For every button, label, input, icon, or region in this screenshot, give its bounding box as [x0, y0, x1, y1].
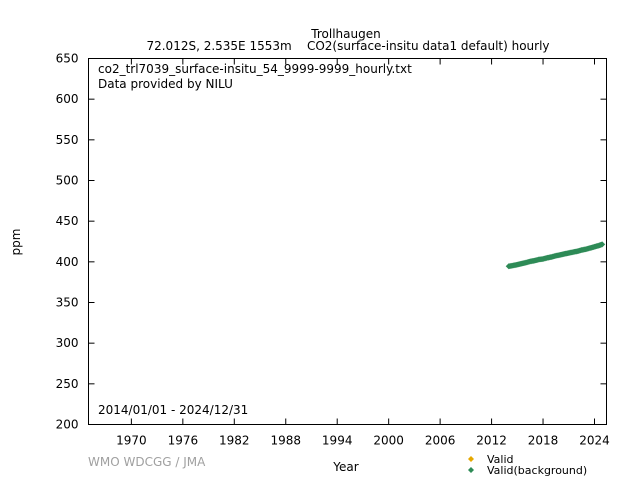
x-tick-label: 2018 — [528, 434, 559, 448]
y-tick-label: 550 — [56, 133, 79, 147]
x-tick-label: 2000 — [373, 434, 404, 448]
x-tick-label: 2006 — [425, 434, 456, 448]
y-tick-label: 450 — [56, 214, 79, 228]
credit-text: WMO WDCGG / JMA — [88, 455, 206, 469]
x-tick-label: 1970 — [116, 434, 147, 448]
chart-title: Trollhaugen — [310, 27, 380, 41]
data-provider-annotation: Data provided by NILU — [98, 77, 233, 91]
data-points — [505, 241, 606, 270]
legend-label-valid-background: Valid(background) — [487, 464, 587, 477]
file-name-annotation: co2_trl7039_surface-insitu_54_9999-9999_… — [98, 62, 412, 76]
x-tick-label: 1982 — [219, 434, 250, 448]
x-tick-label: 1994 — [322, 434, 353, 448]
x-axis-label: Year — [332, 460, 358, 474]
chart-subtitle: 72.012S, 2.535E 1553m CO2(surface-insitu… — [146, 39, 549, 53]
period-annotation: 2014/01/01 - 2024/12/31 — [98, 403, 248, 417]
y-tick-label: 400 — [56, 255, 79, 269]
y-tick-label: 200 — [56, 418, 79, 432]
y-axis-label: ppm — [9, 229, 23, 256]
y-tick-label: 500 — [56, 174, 79, 188]
x-tick-labels: 1970 1976 1982 1988 1994 2000 2006 2012 2018 2024 — [116, 434, 610, 448]
x-tick-label: 1988 — [270, 434, 301, 448]
y-tick-label: 250 — [56, 377, 79, 391]
legend: Valid Valid(background) — [468, 453, 587, 477]
y-tick-labels: 200 250 300 350 400 450 500 550 600 650 — [56, 52, 79, 432]
tick-marks — [88, 58, 607, 425]
y-tick-label: 650 — [56, 52, 79, 66]
y-tick-label: 600 — [56, 92, 79, 106]
y-tick-label: 300 — [56, 336, 79, 350]
legend-marker-valid-background — [468, 467, 474, 473]
y-tick-label: 350 — [56, 296, 79, 310]
x-tick-label: 2024 — [579, 434, 610, 448]
legend-label-valid: Valid — [487, 453, 514, 466]
legend-marker-valid — [468, 456, 474, 462]
x-tick-label: 1976 — [168, 434, 199, 448]
data-point — [599, 241, 606, 248]
plot-frame — [88, 58, 607, 425]
x-tick-label: 2012 — [476, 434, 507, 448]
